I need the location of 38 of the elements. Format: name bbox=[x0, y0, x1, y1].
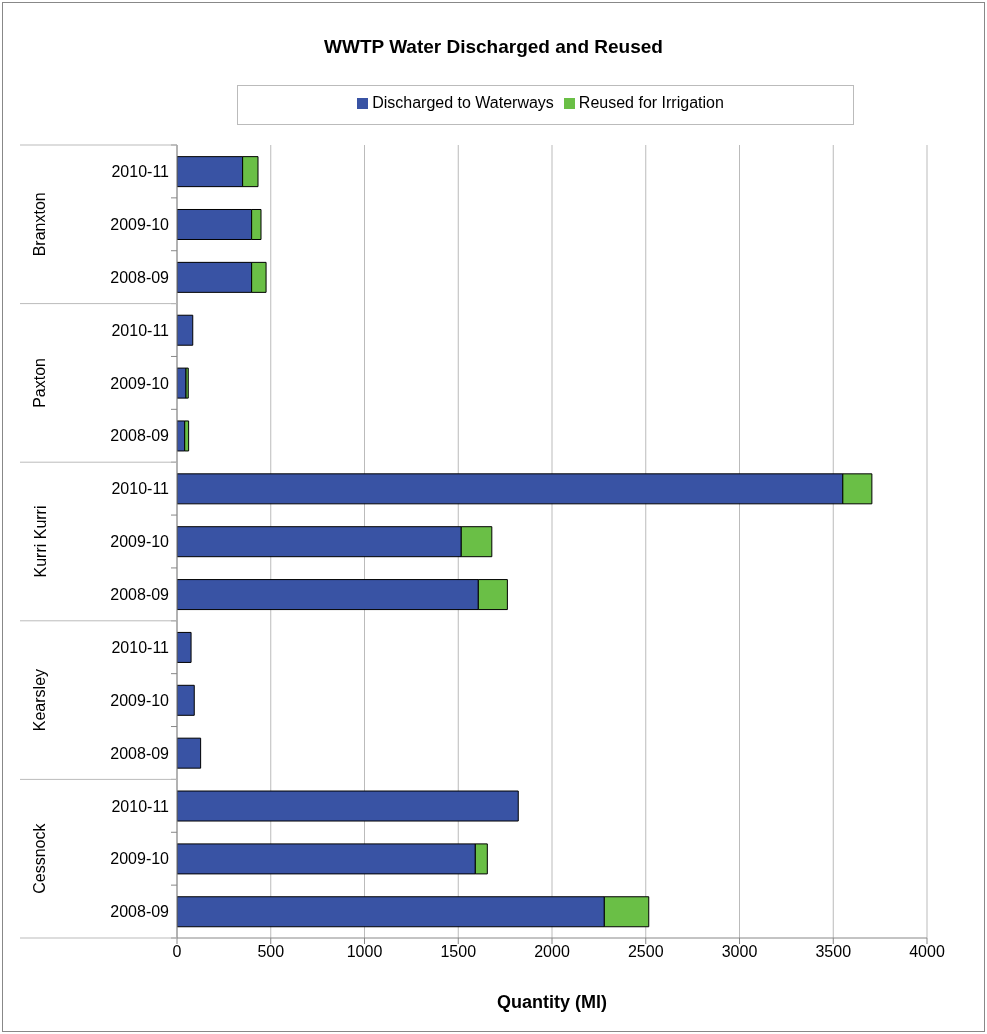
x-tick-label: 0 bbox=[172, 943, 182, 961]
y-tick-label: 2008-09 bbox=[110, 903, 170, 921]
x-tick-label: 3500 bbox=[815, 943, 852, 961]
y-tick-label: 2009-10 bbox=[110, 374, 170, 392]
y-tick-label: 2010-11 bbox=[111, 797, 170, 815]
y-tick-label: 2010-11 bbox=[111, 480, 170, 498]
y-tick-label: 2008-09 bbox=[110, 586, 170, 604]
y-tick-label: 2009-10 bbox=[110, 215, 170, 233]
bar bbox=[177, 737, 202, 769]
y-tick-label: 2010-11 bbox=[111, 638, 170, 656]
legend-label: Discharged to Waterways bbox=[372, 94, 554, 111]
x-axis-title: Quantity (Ml) bbox=[497, 992, 607, 1012]
y-tick-label: 2008-09 bbox=[110, 268, 170, 286]
text: Branxton bbox=[31, 192, 49, 257]
x-tick-label: 500 bbox=[257, 943, 285, 961]
x-tick-label: 2500 bbox=[627, 943, 664, 961]
y-tick-label: 2010-11 bbox=[111, 163, 170, 181]
bar bbox=[177, 790, 519, 822]
text: Kurri Kurri bbox=[31, 505, 49, 578]
x-tick-label: 3000 bbox=[721, 943, 758, 961]
x-tick-label: 4000 bbox=[909, 943, 945, 961]
bar bbox=[177, 631, 192, 663]
chart-title: WWTP Water Discharged and Reused bbox=[323, 36, 664, 58]
text: Cessnock bbox=[31, 822, 49, 894]
x-tick-label: 2000 bbox=[534, 943, 570, 961]
y-tick-label: 2009-10 bbox=[110, 691, 170, 709]
legend-label: Reused for Irrigation bbox=[578, 94, 724, 111]
x-tick-label: 1500 bbox=[440, 943, 477, 961]
y-tick-label: 2008-09 bbox=[110, 427, 170, 445]
y-tick-label: 2009-10 bbox=[110, 533, 170, 551]
x-tick-label: 1000 bbox=[346, 943, 383, 961]
bar bbox=[177, 314, 194, 346]
y-tick-label: 2009-10 bbox=[110, 850, 170, 868]
bar bbox=[177, 684, 195, 716]
y-tick-label: 2008-09 bbox=[110, 744, 170, 762]
text: Kearsley bbox=[31, 668, 49, 732]
text: Paxton bbox=[31, 357, 49, 408]
y-tick-label: 2010-11 bbox=[111, 321, 170, 339]
